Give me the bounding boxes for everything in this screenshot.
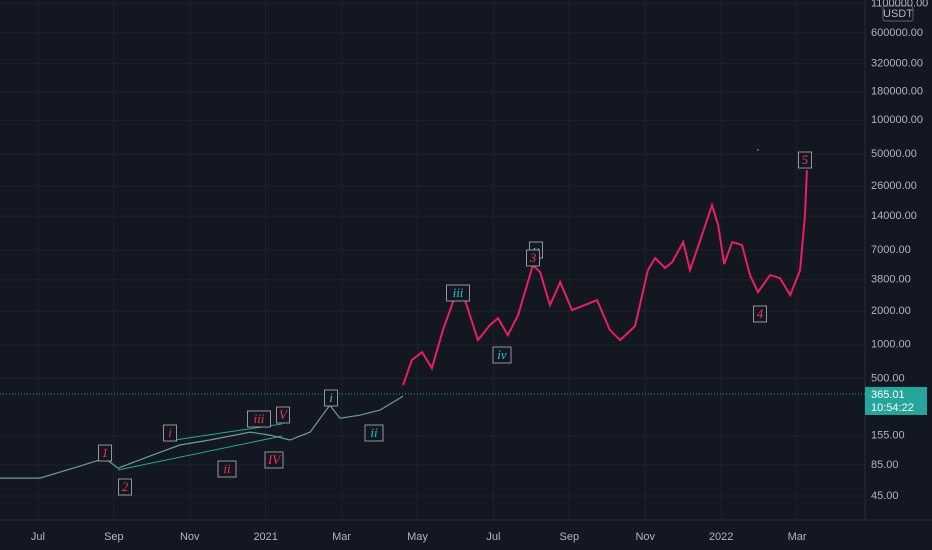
series-line <box>0 395 404 479</box>
y-tick-label: 26000.00 <box>871 180 917 192</box>
currency-box <box>882 5 914 22</box>
y-tick-label: 600000.00 <box>871 27 923 39</box>
y-tick-label: 7000.00 <box>871 244 911 256</box>
channel-line <box>117 435 283 471</box>
x-tick-label: Sep <box>104 531 124 543</box>
price-box <box>865 386 927 415</box>
wave-box <box>217 460 237 478</box>
y-tick-label: 155.00 <box>871 430 905 442</box>
wave-box <box>163 424 177 442</box>
last-price: 365.01 <box>871 389 905 401</box>
wave-box <box>492 346 512 364</box>
x-tick-label: Sep <box>560 531 580 543</box>
wave-label: IV <box>267 452 282 467</box>
wave-box <box>798 151 812 169</box>
wave-box <box>247 410 271 428</box>
wave-box <box>98 444 112 462</box>
wave-label: ii <box>223 461 231 476</box>
x-tick-label: May <box>407 531 428 543</box>
y-tick-label: 1000.00 <box>871 339 911 351</box>
wave-label: 1 <box>102 445 109 460</box>
x-tick-label: Jul <box>31 531 45 543</box>
wave-label: 3 <box>529 250 537 265</box>
currency: USDT <box>883 8 913 20</box>
wave-label: 5 <box>802 152 809 167</box>
wave-box <box>264 451 284 469</box>
wave-label: iv <box>497 347 507 362</box>
countdown: 10:54:22 <box>871 402 914 414</box>
y-tick-label: 85.00 <box>871 459 899 471</box>
x-tick-label: Mar <box>788 531 807 543</box>
y-tick-label: 2000.00 <box>871 305 911 317</box>
wave-box <box>526 249 540 267</box>
y-tick-label: 45.00 <box>871 490 899 502</box>
dot <box>757 149 759 151</box>
wave-label: 2 <box>122 479 129 494</box>
wave-label: 4 <box>757 306 764 321</box>
y-tick-label: 14000.00 <box>871 210 917 222</box>
wave-box <box>446 284 470 302</box>
y-tick-label: 3800.00 <box>871 274 911 286</box>
wave-label: v <box>533 242 539 257</box>
wave-label: iii <box>254 411 265 426</box>
wave-label: V <box>279 407 289 422</box>
x-tick-label: Nov <box>180 531 200 543</box>
wave-label: ii <box>370 425 378 440</box>
x-tick-label: 2021 <box>253 531 277 543</box>
wave-label: i <box>168 425 172 440</box>
wave-label: iii <box>453 285 464 300</box>
series-line <box>402 169 808 386</box>
x-tick-label: Nov <box>635 531 655 543</box>
y-tick-label: 1100000.00 <box>871 0 928 9</box>
y-tick-label: 50000.00 <box>871 148 917 160</box>
x-tick-label: Mar <box>332 531 351 543</box>
wave-box <box>324 389 338 407</box>
wave-box <box>276 406 290 424</box>
y-tick-label: 100000.00 <box>871 114 923 126</box>
y-tick-label: 500.00 <box>871 373 905 385</box>
y-tick-label: 320000.00 <box>871 58 923 70</box>
x-tick-label: 2022 <box>709 531 733 543</box>
wave-box <box>753 305 767 323</box>
y-tick-label: 180000.00 <box>871 86 923 98</box>
wave-box <box>118 478 132 496</box>
x-tick-label: Jul <box>486 531 500 543</box>
wave-box <box>364 424 384 442</box>
wave-label: i <box>329 390 333 405</box>
